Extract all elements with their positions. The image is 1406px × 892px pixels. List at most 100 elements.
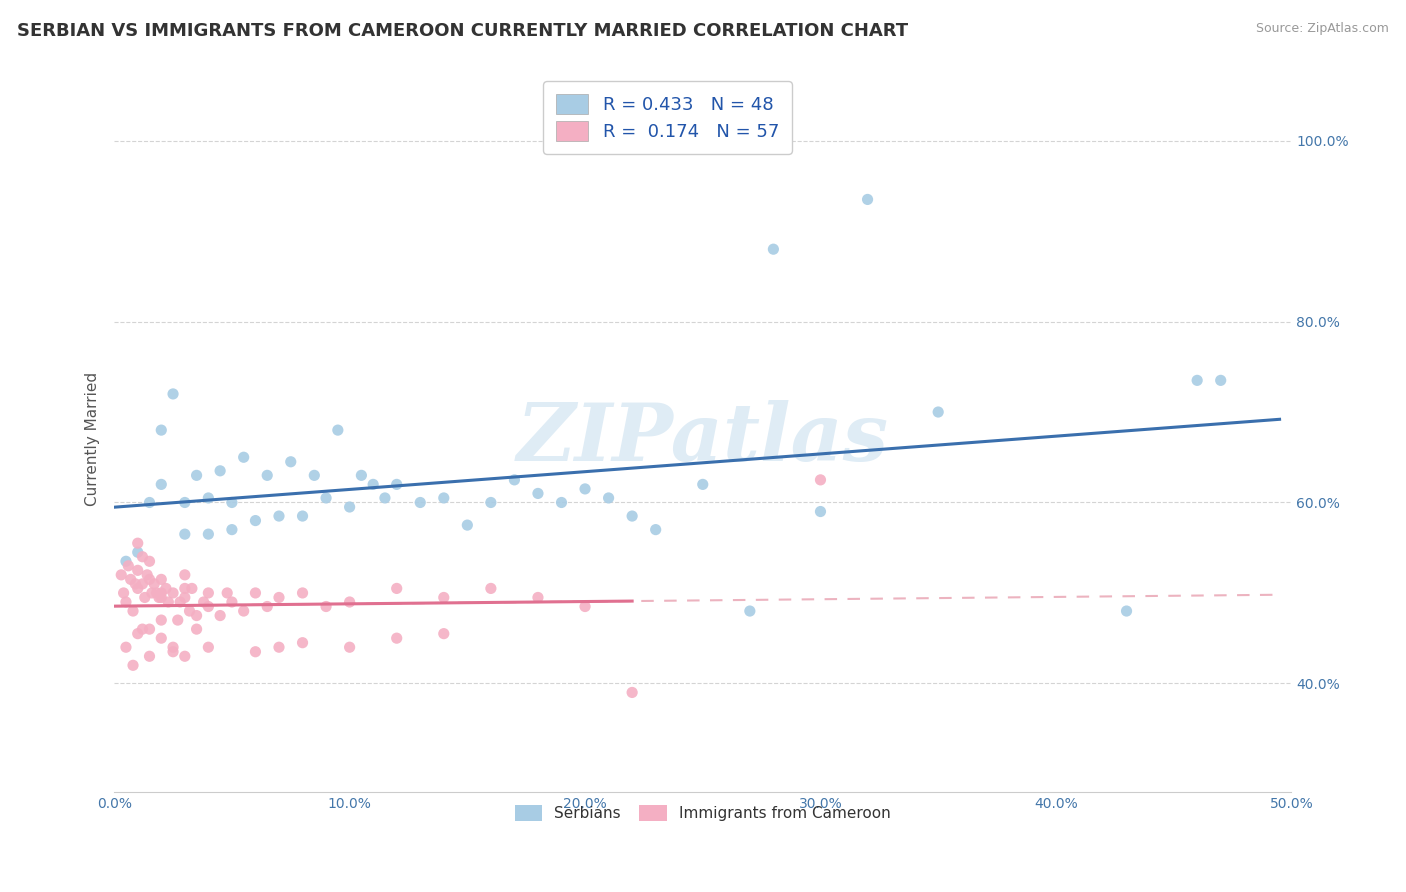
Point [112, 586, 135, 600]
Point [433, 626, 456, 640]
Point [433, 591, 456, 605]
Point [267, 591, 290, 605]
Point [115, 640, 138, 655]
Point [256, 468, 278, 483]
Point [180, 582, 202, 596]
Point [122, 604, 145, 618]
Point [131, 577, 153, 591]
Y-axis label: Currently Married: Currently Married [86, 372, 100, 507]
Point [927, 405, 949, 419]
Point [186, 468, 208, 483]
Point [245, 645, 267, 659]
Point [479, 582, 502, 596]
Point [143, 577, 166, 591]
Point [173, 567, 195, 582]
Point [810, 473, 832, 487]
Point [456, 518, 478, 533]
Point [148, 591, 170, 605]
Point [856, 193, 879, 207]
Point [162, 640, 184, 655]
Point [692, 477, 714, 491]
Point [186, 622, 208, 636]
Point [124, 577, 146, 591]
Point [267, 509, 290, 524]
Point [197, 586, 219, 600]
Point [162, 645, 184, 659]
Point [186, 608, 208, 623]
Point [232, 450, 254, 465]
Point [1185, 373, 1208, 387]
Point [173, 582, 195, 596]
Point [326, 423, 349, 437]
Point [138, 573, 160, 587]
Point [574, 599, 596, 614]
Point [131, 622, 153, 636]
Point [409, 495, 432, 509]
Point [173, 649, 195, 664]
Point [598, 491, 620, 505]
Point [193, 595, 215, 609]
Point [134, 591, 156, 605]
Point [232, 604, 254, 618]
Point [621, 685, 644, 699]
Point [127, 545, 149, 559]
Point [209, 464, 232, 478]
Point [120, 573, 142, 587]
Point [385, 631, 408, 645]
Text: SERBIAN VS IMMIGRANTS FROM CAMEROON CURRENTLY MARRIED CORRELATION CHART: SERBIAN VS IMMIGRANTS FROM CAMEROON CURR… [17, 22, 908, 40]
Text: Source: ZipAtlas.com: Source: ZipAtlas.com [1256, 22, 1389, 36]
Point [150, 631, 173, 645]
Point [291, 509, 314, 524]
Point [122, 658, 145, 673]
Point [209, 608, 232, 623]
Point [197, 491, 219, 505]
Point [339, 640, 361, 655]
Point [117, 558, 139, 573]
Point [197, 640, 219, 655]
Point [574, 482, 596, 496]
Point [385, 477, 408, 491]
Point [245, 514, 267, 528]
Text: ZIPatlas: ZIPatlas [516, 401, 889, 478]
Point [138, 649, 160, 664]
Point [166, 613, 188, 627]
Point [157, 595, 180, 609]
Point [339, 500, 361, 514]
Point [131, 549, 153, 564]
Point [339, 595, 361, 609]
Point [150, 573, 173, 587]
Point [527, 591, 550, 605]
Point [115, 554, 138, 568]
Point [527, 486, 550, 500]
Point [550, 495, 572, 509]
Point [155, 582, 177, 596]
Point [738, 604, 761, 618]
Point [221, 595, 243, 609]
Point [169, 595, 191, 609]
Point [173, 527, 195, 541]
Legend: Serbians, Immigrants from Cameroon: Serbians, Immigrants from Cameroon [502, 793, 903, 834]
Point [245, 586, 267, 600]
Point [150, 586, 173, 600]
Point [304, 468, 326, 483]
Point [138, 554, 160, 568]
Point [127, 536, 149, 550]
Point [350, 468, 373, 483]
Point [315, 599, 337, 614]
Point [1115, 604, 1137, 618]
Point [162, 586, 184, 600]
Point [621, 509, 644, 524]
Point [267, 640, 290, 655]
Point [127, 563, 149, 577]
Point [810, 504, 832, 518]
Point [173, 495, 195, 509]
Point [374, 491, 396, 505]
Point [221, 495, 243, 509]
Point [138, 495, 160, 509]
Point [291, 636, 314, 650]
Point [256, 599, 278, 614]
Point [145, 586, 167, 600]
Point [315, 491, 337, 505]
Point [138, 622, 160, 636]
Point [221, 523, 243, 537]
